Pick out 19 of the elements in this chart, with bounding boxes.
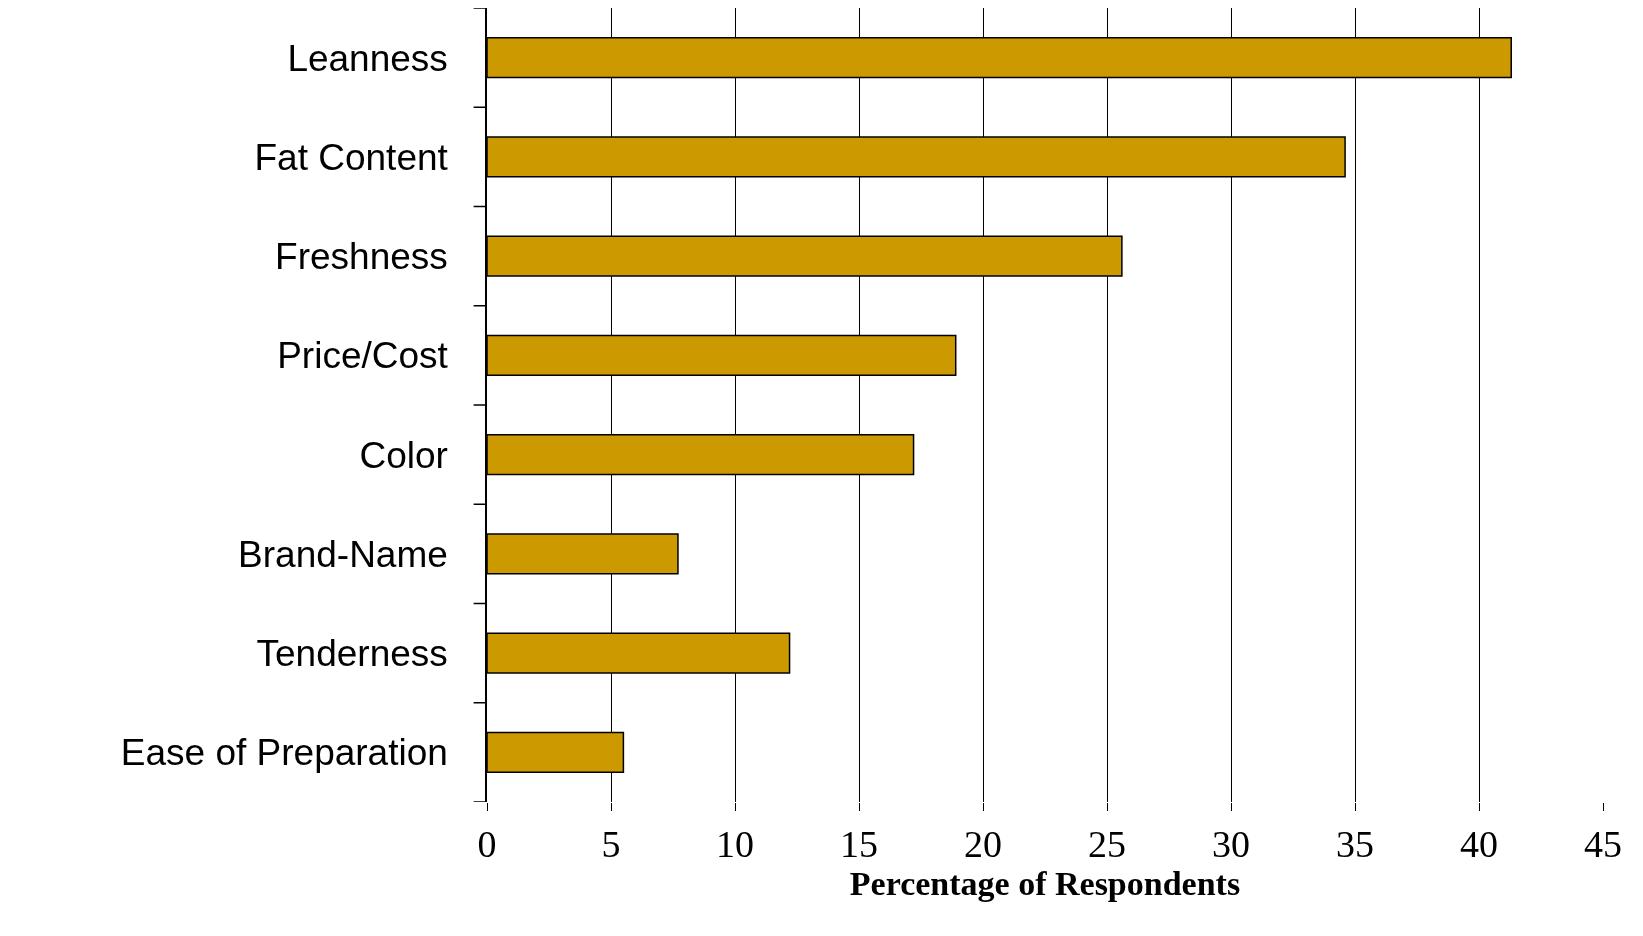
x-tick-label: 35 [1336,822,1374,865]
x-tick-label: 15 [840,822,878,865]
x-tick-label: 0 [477,822,497,865]
x-tick-label: 20 [964,822,1002,865]
y-tick-label: Fat Content [254,136,449,178]
x-axis-title: Percentage of Respondents [849,864,1241,902]
x-tick-label: 40 [1460,822,1498,865]
y-tick-label: Leanness [287,37,448,79]
y-tick-label: Color [359,434,448,476]
y-tick-label: Ease of Preparation [120,732,448,774]
x-tick-label: 25 [1088,822,1126,865]
x-tick-label: 10 [716,822,754,865]
x-tick-label: 45 [1584,822,1622,865]
y-tick-label: Brand-Name [238,533,448,575]
y-tick-label: Price/Cost [277,335,449,377]
y-tick-label: Tenderness [256,633,448,675]
y-tick-label: Freshness [275,236,448,278]
x-tick-label: 5 [601,822,621,865]
x-tick-label: 30 [1212,822,1250,865]
